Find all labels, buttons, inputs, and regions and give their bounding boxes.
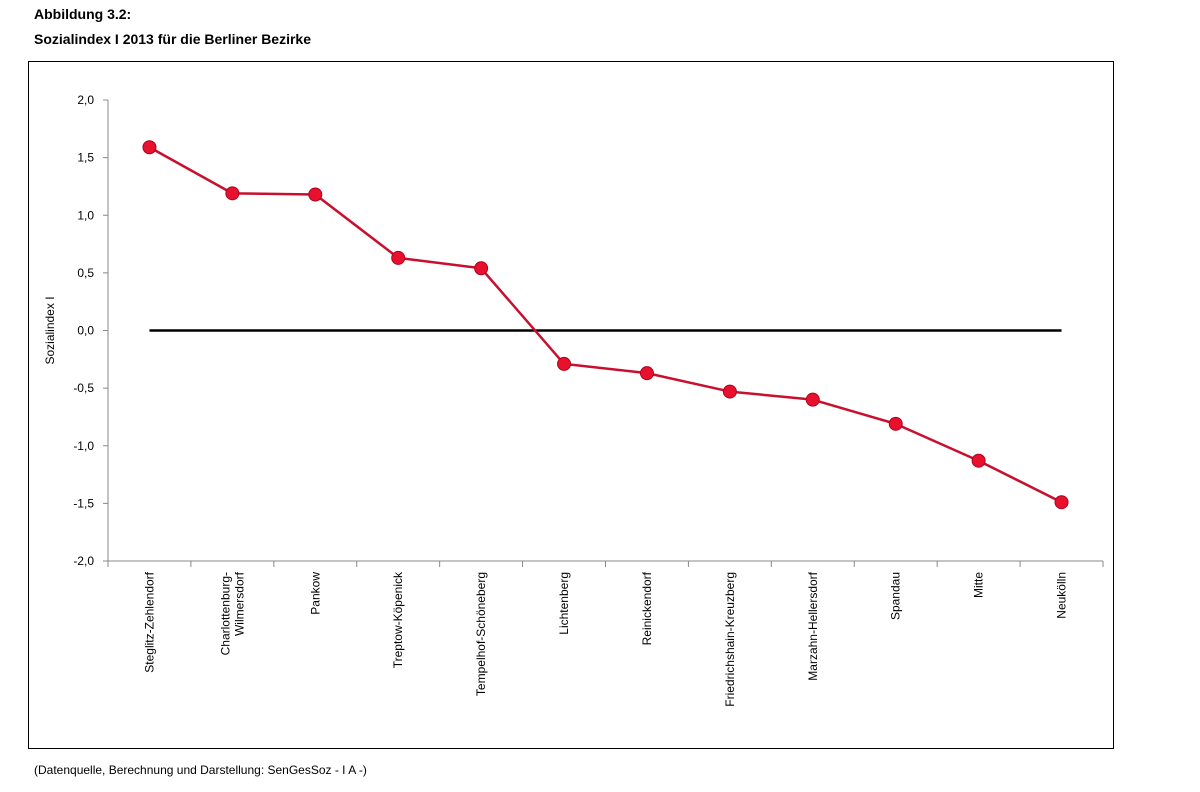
x-category-label: Charlottenburg- [218,572,232,655]
data-point [639,366,654,381]
data-point [971,453,986,468]
x-category-label: Treptow-Köpenick [391,571,405,668]
y-tick-label: 1,5 [77,151,94,165]
y-tick-label: -2,0 [73,554,94,568]
chart-title: Sozialindex I 2013 für die Berliner Bezi… [34,31,311,47]
data-point [391,250,406,265]
data-point [474,261,489,276]
source-note: (Datenquelle, Berechnung und Darstellung… [34,763,367,777]
y-tick-label: 0,0 [77,324,94,338]
x-category-label: Pankow [308,572,322,615]
x-category-label: Friedrichshain-Kreuzberg [723,572,737,707]
data-point [142,140,157,155]
y-tick-label: 0,5 [77,266,94,280]
x-category-label: Marzahn-Hellersdorf [806,571,820,680]
data-point [1054,495,1069,510]
data-point [805,392,820,407]
y-tick-label: 2,0 [77,93,94,107]
y-axis-title: Sozialindex I [43,296,57,364]
x-category-label: Lichtenberg [557,572,571,635]
x-category-label: Steglitz-Zehlendorf [142,571,156,672]
x-category-label: Tempelhof-Schöneberg [474,572,488,696]
series-line [148,146,1063,504]
data-point [888,416,903,431]
data-point [225,186,240,201]
x-category-label: Wilmersdorf [232,571,246,636]
x-category-label: Reinickendorf [640,571,654,645]
x-category-label: Spandau [889,572,903,620]
y-tick-label: 1,0 [77,208,94,222]
y-tick-label: -1,5 [73,496,94,510]
data-point [308,187,323,202]
data-point [722,384,737,399]
figure-label: Abbildung 3.2: [34,6,132,22]
x-category-label: Mitte [972,572,986,598]
chart-frame [28,61,1114,749]
x-category-label: Neukölln [1055,572,1069,619]
y-tick-label: -0,5 [73,381,94,395]
data-point [557,356,572,371]
y-tick-label: -1,0 [73,439,94,453]
